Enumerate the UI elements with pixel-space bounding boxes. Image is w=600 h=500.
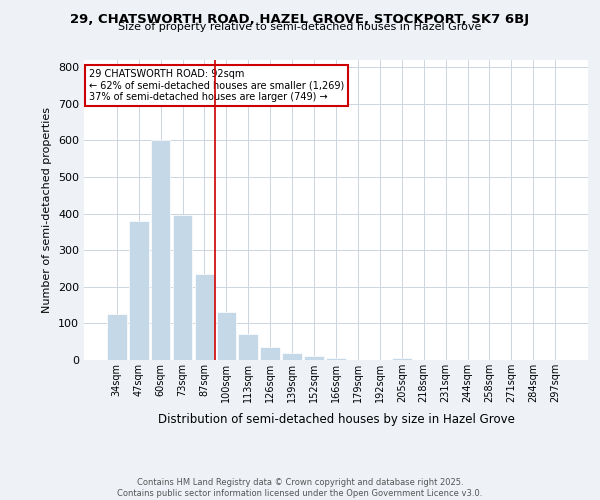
Bar [194,274,214,360]
Bar [238,334,258,360]
Bar [304,356,324,360]
Bar [173,216,193,360]
Text: 29, CHATSWORTH ROAD, HAZEL GROVE, STOCKPORT, SK7 6BJ: 29, CHATSWORTH ROAD, HAZEL GROVE, STOCKP… [70,12,530,26]
Bar [326,358,346,360]
Text: Distribution of semi-detached houses by size in Hazel Grove: Distribution of semi-detached houses by … [158,412,514,426]
Bar [107,314,127,360]
Text: Contains HM Land Registry data © Crown copyright and database right 2025.
Contai: Contains HM Land Registry data © Crown c… [118,478,482,498]
Bar [392,358,412,360]
Text: 29 CHATSWORTH ROAD: 92sqm
← 62% of semi-detached houses are smaller (1,269)
37% : 29 CHATSWORTH ROAD: 92sqm ← 62% of semi-… [89,69,344,102]
Bar [217,312,236,360]
Y-axis label: Number of semi-detached properties: Number of semi-detached properties [43,107,52,313]
Bar [129,221,149,360]
Bar [260,347,280,360]
Bar [151,140,170,360]
Bar [282,352,302,360]
Text: Size of property relative to semi-detached houses in Hazel Grove: Size of property relative to semi-detach… [118,22,482,32]
